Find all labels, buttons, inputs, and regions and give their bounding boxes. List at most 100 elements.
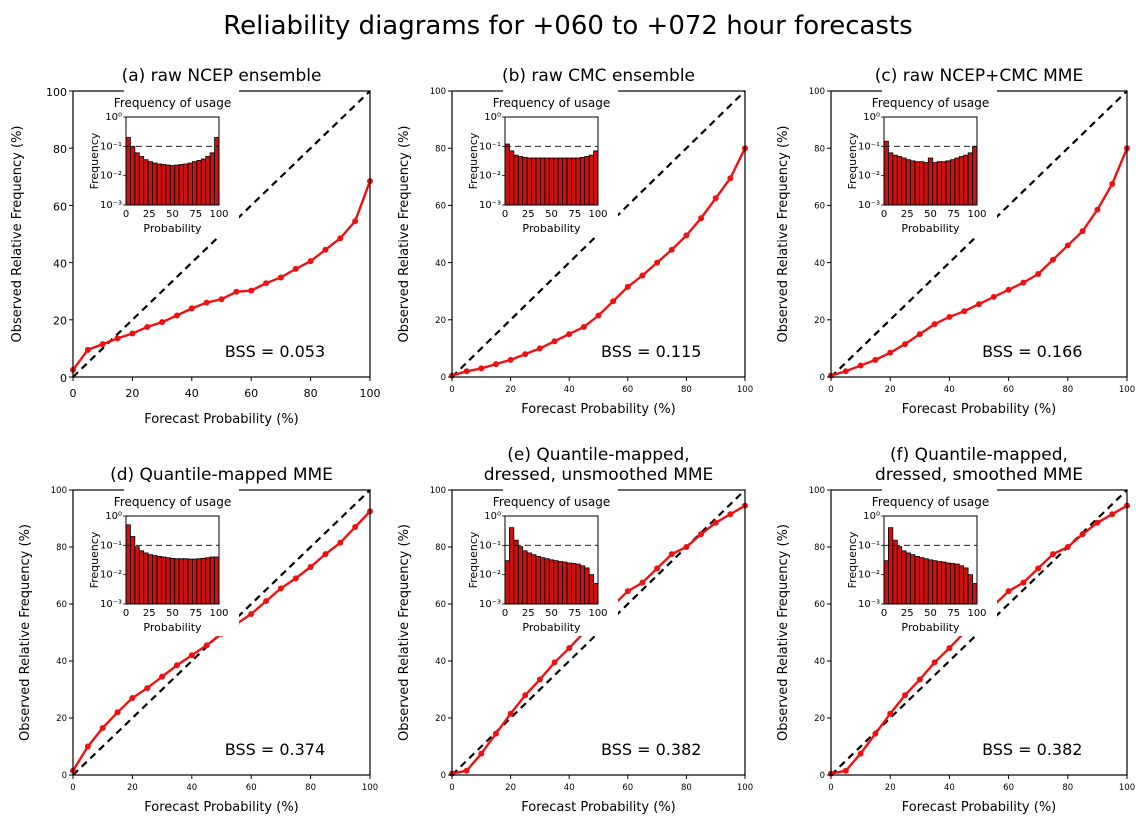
panel-title-line: (c) raw NCEP+CMC MME <box>875 66 1083 86</box>
reliability-point <box>1050 551 1056 558</box>
usage-bar <box>130 145 136 206</box>
reliability-panel: (b) raw CMC ensemble 0 20 40 60 80 100 0 20 40 60 8… <box>397 66 753 417</box>
usage-inset: Frequency of usage 10⁻³ 10⁻² 10⁻¹ 10⁰ 0 25 50 75… <box>88 85 239 237</box>
x-tick-label: 0 <box>449 783 454 793</box>
reliability-point <box>114 709 121 716</box>
panel-title-line: dressed, smoothed MME <box>875 465 1083 485</box>
reliability-point <box>322 246 329 253</box>
usage-bar <box>901 550 907 605</box>
y-tick-label: 80 <box>814 144 825 154</box>
usage-bar <box>914 161 920 206</box>
reliability-point <box>292 265 299 272</box>
y-tick-label: 100 <box>46 86 67 99</box>
y-axis-label: Observed Relative Frequency (%) <box>776 125 791 342</box>
inset-x-tick-label: 50 <box>545 608 558 619</box>
x-tick-label: 0 <box>449 385 454 395</box>
reliability-point <box>129 695 136 702</box>
usage-bar <box>571 157 577 206</box>
usage-bar <box>526 552 532 605</box>
inset-y-tick-label: 10⁰ <box>105 112 122 123</box>
reliability-point <box>84 346 91 353</box>
reliability-point <box>99 724 106 731</box>
reliability-point <box>1079 228 1086 235</box>
usage-bar <box>200 557 207 605</box>
bss-annotation: BSS = 0.053 <box>225 342 325 361</box>
x-tick-label: 40 <box>564 783 575 793</box>
reliability-point <box>99 341 106 348</box>
y-axis-label: Observed Relative Frequency (%) <box>10 125 25 342</box>
reliability-point <box>277 274 284 281</box>
y-tick-label: 80 <box>56 543 67 553</box>
y-tick-label: 0 <box>441 373 446 383</box>
usage-bar <box>905 159 911 206</box>
x-tick-label: 100 <box>360 387 381 400</box>
panel-title-line: (e) Quantile-mapped, <box>507 445 689 465</box>
inset-y-label: Frequency <box>846 132 859 189</box>
bss-annotation: BSS = 0.115 <box>601 342 701 361</box>
usage-bar <box>152 555 158 605</box>
usage-bar <box>945 160 951 206</box>
usage-bar <box>147 554 153 605</box>
reliability-point <box>337 235 344 242</box>
usage-bar <box>513 539 519 605</box>
usage-bar <box>892 539 898 605</box>
usage-bar <box>522 550 528 605</box>
inset-x-tick-label: 75 <box>189 608 202 619</box>
reliability-panel: (d) Quantile-mapped MME 0 20 40 60 80 100 0 20 40… <box>18 465 378 815</box>
y-tick-label: 40 <box>435 657 446 667</box>
y-tick-label: 80 <box>814 543 825 553</box>
reliability-point <box>322 551 329 558</box>
inset-frame <box>504 515 599 605</box>
reliability-point <box>887 349 894 356</box>
inset-x-tick-label: 75 <box>947 209 960 220</box>
reliability-point <box>931 659 938 666</box>
usage-bar <box>883 140 889 206</box>
inset-y-tick-label: 10⁰ <box>484 112 501 123</box>
y-axis-label: Observed Relative Frequency (%) <box>397 125 412 342</box>
inset-title: Frequency of usage <box>493 495 610 509</box>
usage-bar <box>130 536 136 605</box>
usage-bar <box>178 164 184 206</box>
reliability-point <box>610 298 617 305</box>
reliability-point <box>463 368 470 375</box>
panel-title-line: (b) raw CMC ensemble <box>502 66 695 86</box>
panel-title: (f) Quantile-mapped, dressed, smoothed MM… <box>875 445 1083 485</box>
x-axis-label: Forecast Probability (%) <box>144 800 299 815</box>
inset-frame <box>125 116 220 206</box>
panel-title-line: (d) Quantile-mapped MME <box>110 465 333 485</box>
reliability-point <box>173 662 180 669</box>
usage-bar <box>936 561 942 605</box>
y-tick-label: 100 <box>51 486 67 496</box>
reliability-point <box>292 575 299 582</box>
usage-bar <box>927 157 934 206</box>
usage-bar <box>566 562 572 605</box>
usage-bar <box>209 152 215 206</box>
usage-bar <box>165 557 171 605</box>
usage-bar <box>919 161 925 206</box>
usage-bar <box>183 163 189 206</box>
usage-bar <box>169 557 176 605</box>
reliability-point <box>872 730 879 737</box>
x-tick-label: 60 <box>1003 385 1014 395</box>
x-tick-label: 20 <box>505 783 516 793</box>
usage-bar <box>562 561 568 605</box>
usage-bar <box>575 157 581 206</box>
x-tick-label: 60 <box>622 385 633 395</box>
inset-x-tick-label: 0 <box>502 608 508 619</box>
y-axis-label: Observed Relative Frequency (%) <box>397 524 412 741</box>
reliability-point <box>1005 588 1012 595</box>
inset-x-label: Probability <box>522 621 581 634</box>
y-tick-label: 60 <box>814 202 825 212</box>
usage-bar <box>548 157 555 206</box>
x-tick-label: 100 <box>1119 385 1135 395</box>
inset-x-tick-label: 0 <box>123 209 129 220</box>
inset-x-tick-label: 25 <box>522 608 535 619</box>
reliability-point <box>1109 180 1116 187</box>
reliability-point <box>916 676 923 683</box>
reliability-point <box>683 544 690 550</box>
usage-bar <box>196 160 202 206</box>
usage-bar <box>972 145 978 206</box>
usage-bar <box>905 552 911 605</box>
reliability-point <box>712 519 719 526</box>
x-tick-label: 80 <box>304 387 318 400</box>
